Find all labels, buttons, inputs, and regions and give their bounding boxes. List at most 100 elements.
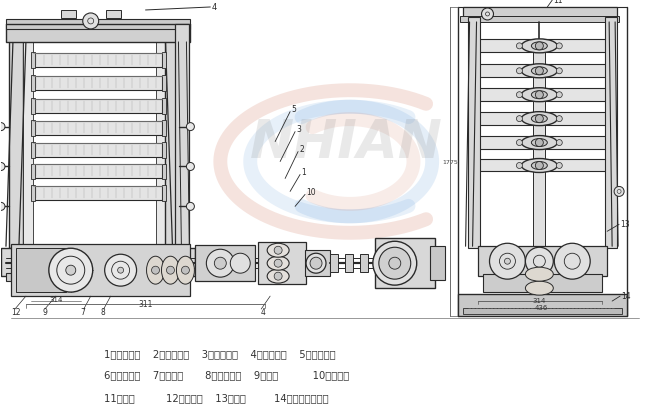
Circle shape	[230, 254, 250, 273]
Circle shape	[0, 123, 5, 131]
Ellipse shape	[532, 139, 547, 147]
Circle shape	[482, 9, 493, 21]
Circle shape	[489, 244, 525, 279]
Circle shape	[187, 203, 194, 211]
Bar	[31, 76, 35, 92]
Bar	[162, 76, 166, 92]
Circle shape	[49, 249, 93, 292]
Text: 12: 12	[11, 307, 20, 316]
Circle shape	[614, 187, 624, 197]
Ellipse shape	[521, 112, 557, 126]
Circle shape	[166, 266, 174, 275]
Circle shape	[151, 266, 159, 275]
Circle shape	[118, 268, 124, 273]
Circle shape	[0, 203, 5, 211]
Ellipse shape	[532, 92, 547, 100]
Circle shape	[536, 68, 543, 76]
Circle shape	[556, 92, 562, 98]
Text: 1: 1	[301, 168, 305, 177]
Circle shape	[274, 273, 282, 280]
Bar	[258, 243, 306, 284]
Circle shape	[556, 68, 562, 75]
Circle shape	[536, 115, 543, 123]
Bar	[162, 164, 166, 180]
Text: 1．传动主轴    2．小斜齿轮    3．大斜齿轮    4．上偏心轮    5．下偏心轮: 1．传动主轴 2．小斜齿轮 3．大斜齿轮 4．上偏心轮 5．下偏心轮	[104, 348, 335, 358]
Bar	[534, 52, 545, 249]
Bar	[33, 77, 162, 90]
Ellipse shape	[176, 257, 194, 284]
Text: 311: 311	[138, 299, 153, 308]
Bar	[6, 25, 190, 43]
Bar	[6, 20, 190, 30]
Circle shape	[516, 140, 523, 146]
Circle shape	[536, 162, 543, 170]
Bar	[330, 255, 338, 273]
Ellipse shape	[521, 65, 557, 79]
Text: 10: 10	[306, 188, 316, 196]
Bar	[305, 251, 330, 277]
Text: 436: 436	[535, 304, 548, 310]
Bar	[463, 8, 617, 18]
Bar	[162, 120, 166, 136]
Bar	[430, 247, 445, 280]
Text: 314: 314	[49, 296, 62, 303]
Ellipse shape	[525, 281, 553, 295]
Ellipse shape	[532, 68, 547, 76]
Ellipse shape	[532, 115, 547, 123]
Bar	[360, 255, 368, 273]
Ellipse shape	[146, 257, 164, 284]
Circle shape	[389, 258, 401, 269]
Circle shape	[105, 255, 136, 286]
Bar	[463, 308, 622, 314]
Circle shape	[516, 68, 523, 75]
Bar	[61, 11, 76, 19]
Text: 4: 4	[260, 307, 265, 316]
Bar	[458, 294, 627, 316]
Circle shape	[556, 140, 562, 146]
Bar	[473, 89, 607, 101]
Ellipse shape	[521, 89, 557, 102]
Circle shape	[536, 92, 543, 100]
Bar	[31, 142, 35, 158]
Bar	[345, 255, 353, 273]
Ellipse shape	[532, 162, 547, 170]
Text: 5: 5	[291, 105, 296, 114]
Bar	[196, 246, 255, 281]
Bar	[33, 122, 162, 135]
Bar	[23, 40, 33, 249]
Bar	[605, 18, 617, 249]
Text: 4: 4	[211, 4, 216, 13]
Ellipse shape	[267, 244, 289, 258]
Circle shape	[181, 266, 189, 275]
Bar	[473, 65, 607, 78]
Bar	[33, 100, 162, 113]
Circle shape	[525, 247, 553, 275]
Bar	[176, 25, 189, 249]
Circle shape	[206, 249, 234, 277]
Circle shape	[504, 258, 510, 264]
Text: 9: 9	[43, 307, 47, 316]
Bar	[106, 11, 121, 19]
Circle shape	[516, 92, 523, 98]
Bar	[16, 249, 66, 292]
Bar	[478, 247, 607, 277]
Circle shape	[556, 163, 562, 169]
Bar	[31, 164, 35, 180]
Text: 6．小斜齿轮    7．凸轮轴       8．大斜齿轮    9．凸轮           10．跳动杆: 6．小斜齿轮 7．凸轮轴 8．大斜齿轮 9．凸轮 10．跳动杆	[104, 369, 349, 379]
Ellipse shape	[521, 40, 557, 54]
Bar	[155, 40, 166, 249]
Bar	[473, 112, 607, 125]
Circle shape	[536, 43, 543, 51]
Bar	[482, 275, 602, 292]
Bar	[31, 186, 35, 202]
Text: 11: 11	[553, 0, 563, 6]
Circle shape	[66, 266, 76, 275]
Circle shape	[516, 163, 523, 169]
Circle shape	[214, 258, 226, 269]
Bar	[6, 273, 190, 281]
Bar	[31, 53, 35, 68]
Bar	[166, 40, 179, 249]
Text: 1775: 1775	[443, 160, 458, 164]
Circle shape	[516, 44, 523, 50]
Bar	[33, 54, 162, 68]
